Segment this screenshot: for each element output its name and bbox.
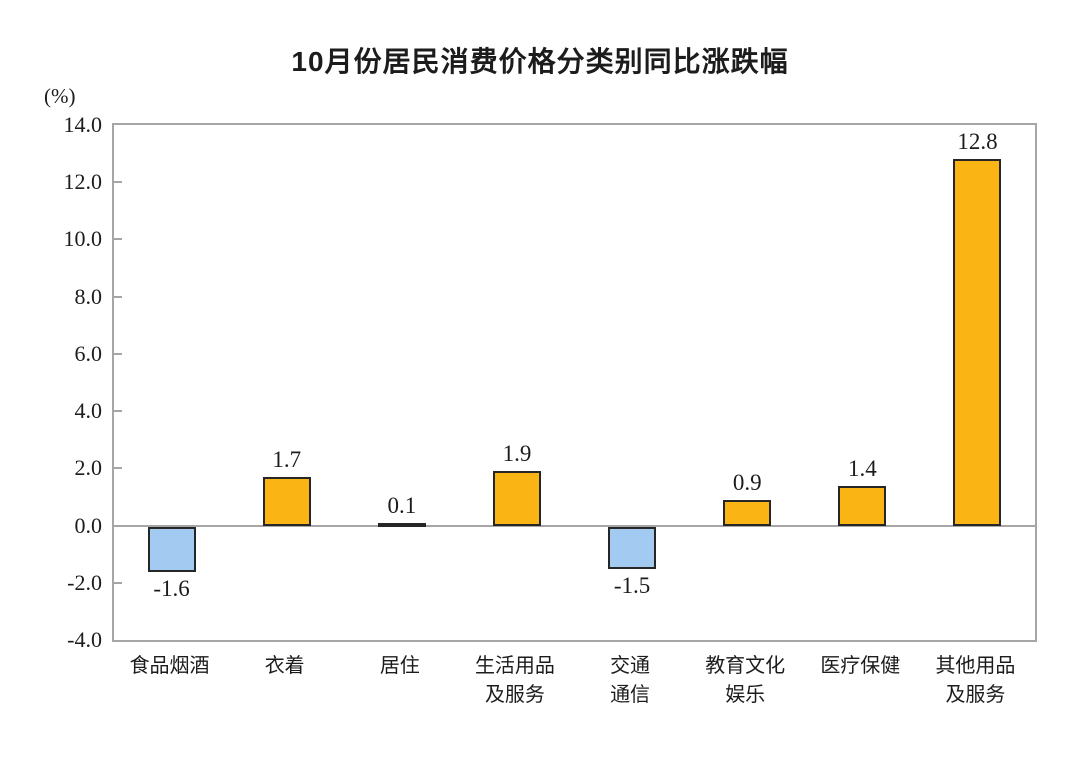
y-axis-unit-label: (%) xyxy=(44,84,76,108)
bar-其他用品及服务 xyxy=(953,159,1002,526)
y-tick-label: 8.0 xyxy=(74,283,103,309)
bar-交通通信 xyxy=(608,526,657,570)
y-tick-label: 10.0 xyxy=(63,226,103,252)
bar-value-label: -1.6 xyxy=(153,576,190,602)
y-tick-mark xyxy=(114,467,122,470)
bar-生活用品及服务 xyxy=(492,471,541,526)
bar-value-label: 0.1 xyxy=(387,492,417,518)
bar-value-label: 0.9 xyxy=(732,469,762,495)
bar-value-label: 1.9 xyxy=(502,441,532,467)
bar-value-label: 12.8 xyxy=(957,129,998,155)
x-category-label-教育文化娱乐: 教育文化 娱乐 xyxy=(705,655,786,706)
bar-value-label: 1.4 xyxy=(847,455,877,481)
y-tick-label: 2.0 xyxy=(74,455,103,481)
bar-value-label: -1.5 xyxy=(613,573,651,599)
y-tick-label: 6.0 xyxy=(74,340,103,366)
y-tick-label: 0.0 xyxy=(74,512,103,538)
x-category-label-医疗保健: 医疗保健 xyxy=(820,655,901,677)
bar-居住 xyxy=(377,522,426,527)
bar-value-label: 1.7 xyxy=(272,446,302,472)
y-tick-label: 12.0 xyxy=(63,169,103,195)
y-tick-mark xyxy=(114,410,122,413)
y-tick-mark xyxy=(114,581,122,584)
x-category-label-生活用品及服务: 生活用品 及服务 xyxy=(474,655,555,706)
x-category-label-居住: 居住 xyxy=(379,655,420,677)
y-tick-mark xyxy=(114,181,122,184)
x-category-label-交通通信: 交通 通信 xyxy=(610,655,651,706)
bar-食品烟酒 xyxy=(147,526,196,573)
chart-title: 10月份居民消费价格分类别同比涨跌幅 xyxy=(291,46,789,77)
zero-baseline xyxy=(114,524,1035,527)
x-category-label-食品烟酒: 食品烟酒 xyxy=(129,655,210,677)
y-tick-mark xyxy=(114,238,122,241)
y-tick-label: 4.0 xyxy=(74,398,103,424)
bar-衣着 xyxy=(262,476,311,526)
plot-area: 14.0 12.0 10.0 8.0 6.0 4.0 2.0 0.0 -2.0 -4.0 -1.6 1… xyxy=(64,112,1037,652)
y-tick-mark xyxy=(114,352,122,355)
x-category-label-衣着: 衣着 xyxy=(264,655,305,677)
bar-医疗保健 xyxy=(838,485,887,526)
bar-教育文化娱乐 xyxy=(723,499,772,526)
y-tick-label: -2.0 xyxy=(67,569,102,595)
x-category-label-其他用品及服务: 其他用品 及服务 xyxy=(935,655,1016,706)
y-tick-label: -4.0 xyxy=(67,627,102,652)
y-tick-mark xyxy=(114,295,122,298)
x-axis-labels: 食品烟酒 衣着 居住 生活用品 及服务 交通 通信 教育文化 娱乐 医疗保健 其他用品 及服务 xyxy=(112,652,1037,752)
y-tick-label: 14.0 xyxy=(63,112,103,137)
